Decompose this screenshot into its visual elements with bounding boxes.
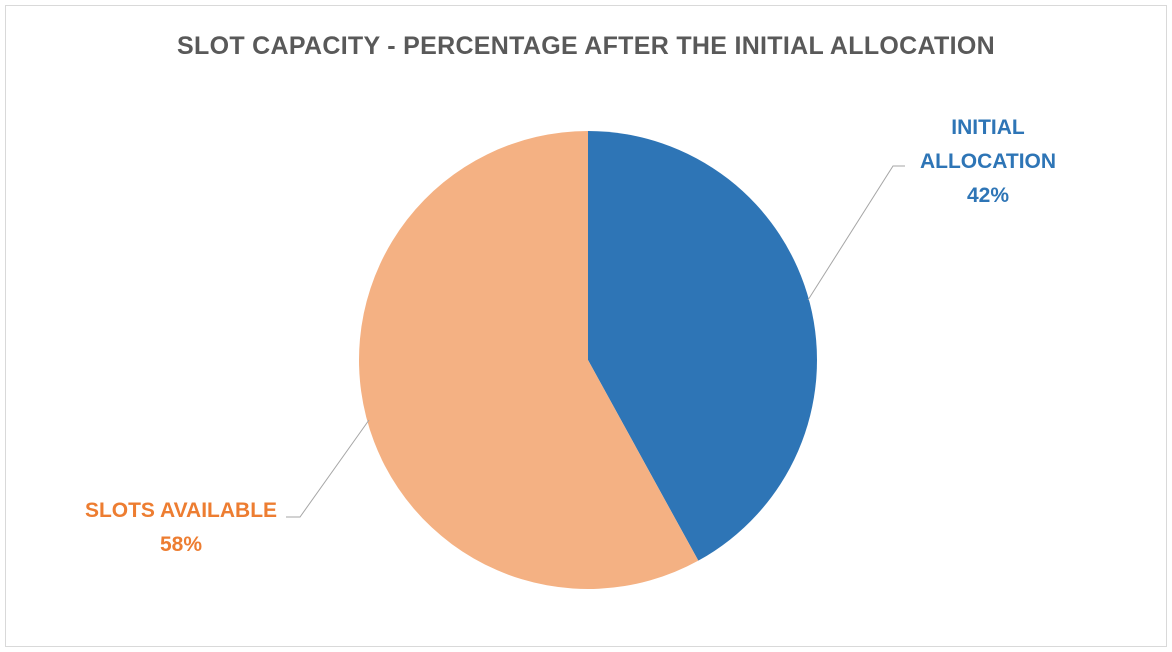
pie-slice-initial-allocation — [588, 131, 818, 561]
slice-label-initial-allocation: INITIAL ALLOCATION 42% — [868, 111, 1108, 213]
slice-label-slots-available: SLOTS AVAILABLE 58% — [46, 494, 316, 562]
slice-label-line: SLOTS AVAILABLE — [84, 499, 278, 522]
leader-line-initial-allocation — [807, 165, 905, 301]
slice-value-label: 42% — [966, 184, 1010, 207]
leader-line-slots-available — [286, 419, 370, 518]
slice-value-label: 58% — [159, 533, 203, 556]
slice-label-line: ALLOCATION — [919, 150, 1057, 173]
pie-slice-slots-available — [359, 131, 699, 589]
chart-title: SLOT CAPACITY - PERCENTAGE AFTER THE INI… — [177, 32, 995, 60]
slice-label-line: INITIAL — [951, 116, 1025, 139]
